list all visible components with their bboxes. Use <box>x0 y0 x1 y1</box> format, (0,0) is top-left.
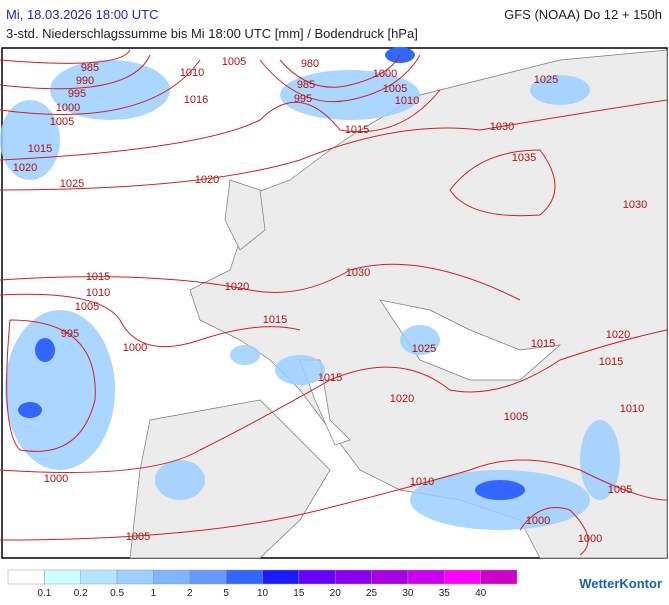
legend-label: 0.2 <box>74 588 88 599</box>
isobar-label: 1005 <box>222 56 246 68</box>
land <box>224 179 266 251</box>
legend-swatch <box>153 569 191 585</box>
legend-swatch <box>298 569 336 585</box>
isobar-label: 1000 <box>44 473 68 485</box>
legend-label: 40 <box>475 588 487 599</box>
isobars <box>0 49 668 556</box>
legend-swatch <box>225 569 263 585</box>
legend-label: 35 <box>439 588 451 599</box>
isobar-label: 1010 <box>86 287 110 299</box>
isobar-label: 1010 <box>180 67 204 79</box>
legend-swatch <box>116 569 154 585</box>
isobar-label: 1015 <box>531 338 555 350</box>
legend-label: 25 <box>366 588 378 599</box>
legend-swatch <box>480 569 518 585</box>
legend-swatch <box>444 569 481 585</box>
model: GFS (NOAA) Do 12 + 150h <box>504 7 662 22</box>
isobar-label: 1010 <box>410 476 434 488</box>
isobar-label: 1030 <box>346 267 370 279</box>
legend-label: 20 <box>330 588 342 599</box>
isobar-label: 1030 <box>623 199 647 211</box>
legend-swatch <box>80 569 118 585</box>
legend: 0.1 0.2 0.5 1 2 5 10 15 20 25 30 35 40 <box>7 569 518 599</box>
isobar-label: 985 <box>81 62 99 74</box>
isobar-label: 1025 <box>534 74 558 86</box>
precip <box>0 60 620 530</box>
logo: WetterKontor <box>579 576 662 591</box>
legend-label: 15 <box>293 588 305 599</box>
isobar-label: 985 <box>297 79 315 91</box>
isobar-label: 1020 <box>606 329 630 341</box>
legend-label: 0.5 <box>110 588 124 599</box>
isobar-label: 1025 <box>60 178 84 190</box>
isobar-label: 1000 <box>373 68 397 80</box>
isobar-label: 1005 <box>608 484 632 496</box>
isobar-label: 1020 <box>225 281 249 293</box>
map <box>0 47 668 559</box>
isobar-label: 1000 <box>578 533 602 545</box>
legend-label: 1 <box>151 588 157 599</box>
isobar-label: 995 <box>68 88 86 100</box>
isobar-label: 1015 <box>318 372 342 384</box>
isobar-label: 1005 <box>383 83 407 95</box>
legend-swatch <box>262 569 300 585</box>
legend-swatch <box>407 569 445 585</box>
isobar-label: 1000 <box>526 515 550 527</box>
isobar-label: 1030 <box>490 121 514 133</box>
isobar-label: 1015 <box>599 356 623 368</box>
legend-label: 0.1 <box>37 588 51 599</box>
isobar-label: 1035 <box>512 152 536 164</box>
isobar-label: 1000 <box>123 342 147 354</box>
sea <box>379 299 562 381</box>
legend-swatch <box>7 569 45 585</box>
isobar-label: 1005 <box>75 301 99 313</box>
isobar-label: 1016 <box>184 94 208 106</box>
legend-label: 10 <box>257 588 269 599</box>
legend-swatch <box>334 569 372 585</box>
legend-label: 30 <box>402 588 414 599</box>
isobar-label: 1015 <box>28 143 52 155</box>
isobar-label: 1005 <box>504 411 528 423</box>
isobar-label: 1025 <box>412 343 436 355</box>
isobar-label: 1000 <box>56 102 80 114</box>
isobar-label: 1010 <box>620 403 644 415</box>
isobar-label: 990 <box>76 75 94 87</box>
isobar-label: 1020 <box>195 174 219 186</box>
isobar-label: 1015 <box>263 314 287 326</box>
legend-label: 5 <box>223 588 229 599</box>
legend-swatch <box>371 569 409 585</box>
legend-swatch <box>44 569 81 585</box>
isobar-label: 1015 <box>345 124 369 136</box>
isobar-label: 980 <box>301 58 319 70</box>
date: Mi, 18.03.2026 18:00 UTC <box>6 7 158 22</box>
isobar-label: 1005 <box>50 116 74 128</box>
isobar-label: 995 <box>294 93 312 105</box>
isobar-label: 1015 <box>86 271 110 283</box>
subtitle: 3-std. Niederschlagssumme bis Mi 18:00 U… <box>6 26 418 41</box>
legend-swatch <box>189 569 227 585</box>
isobar-label: 1005 <box>126 531 150 543</box>
isobar-label: 1020 <box>13 162 37 174</box>
isobar-label: 1020 <box>390 393 414 405</box>
isobar-label: 995 <box>61 328 79 340</box>
isobar-label: 1010 <box>395 95 419 107</box>
legend-label: 2 <box>187 588 193 599</box>
